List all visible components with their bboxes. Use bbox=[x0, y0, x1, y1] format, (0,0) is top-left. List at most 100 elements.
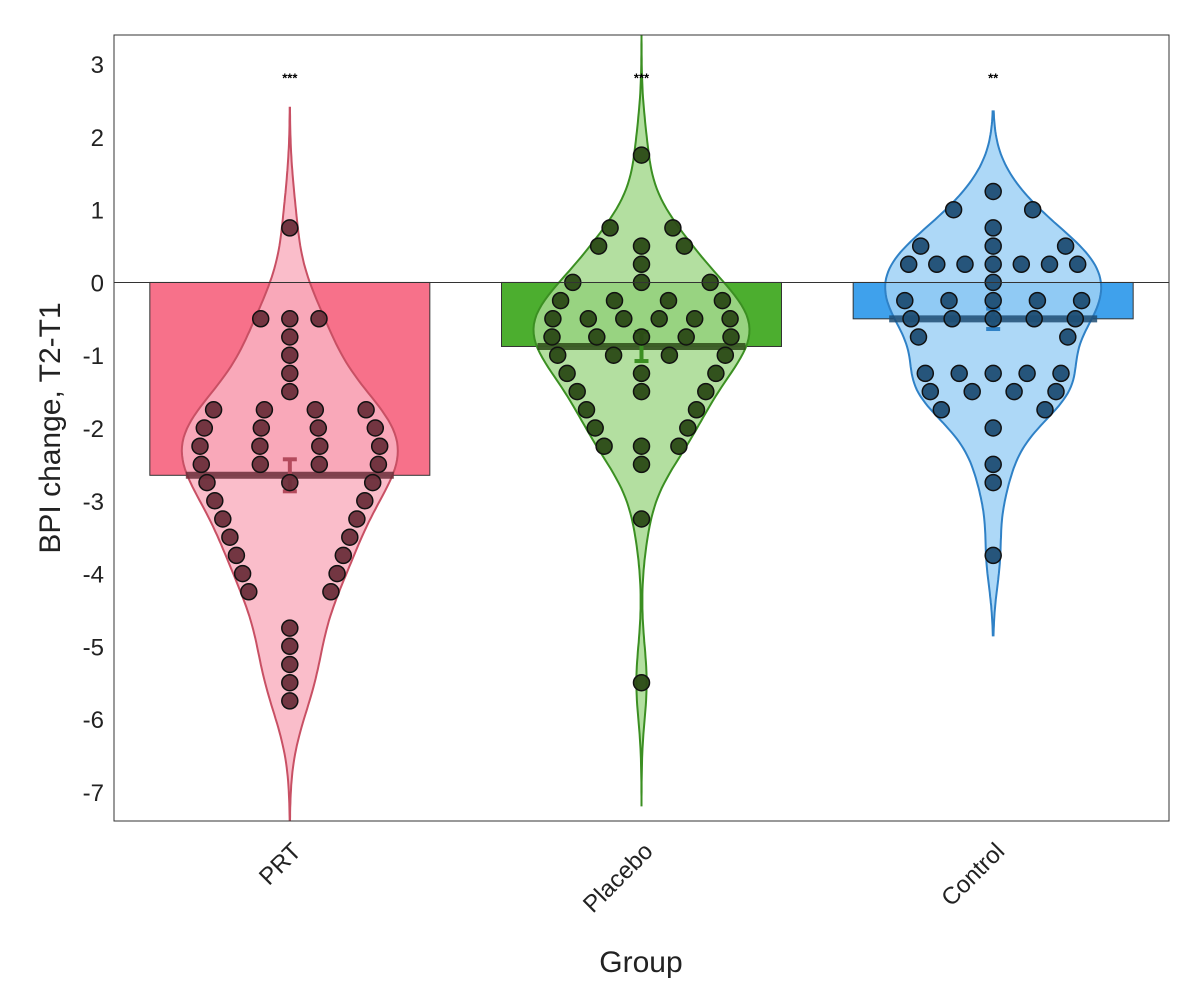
data-point bbox=[721, 310, 739, 328]
data-point bbox=[281, 364, 299, 383]
data-point bbox=[579, 310, 598, 328]
data-point bbox=[255, 401, 274, 419]
data-point bbox=[685, 310, 704, 328]
data-point bbox=[233, 564, 252, 583]
data-point bbox=[548, 346, 567, 364]
data-point bbox=[281, 382, 299, 401]
data-point bbox=[310, 455, 329, 474]
data-point bbox=[896, 291, 914, 310]
data-point bbox=[589, 237, 608, 255]
significance-label: *** bbox=[634, 71, 650, 86]
data-point bbox=[251, 310, 270, 328]
data-point bbox=[916, 364, 935, 383]
data-point bbox=[984, 255, 1002, 274]
data-point bbox=[191, 437, 209, 455]
y-tick-label: -6 bbox=[83, 707, 104, 734]
data-point bbox=[577, 401, 596, 419]
data-point bbox=[558, 364, 576, 383]
data-point bbox=[928, 255, 946, 274]
data-point bbox=[722, 328, 740, 346]
data-point bbox=[679, 419, 697, 437]
data-point bbox=[281, 655, 299, 674]
data-point bbox=[595, 437, 613, 455]
data-point bbox=[227, 546, 246, 565]
data-point bbox=[1052, 364, 1070, 383]
data-point bbox=[984, 473, 1002, 492]
data-point bbox=[932, 401, 951, 419]
data-point bbox=[707, 364, 725, 383]
data-point bbox=[1025, 310, 1043, 328]
data-point bbox=[252, 419, 271, 437]
data-point bbox=[944, 200, 963, 219]
data-point bbox=[1047, 382, 1065, 401]
data-point bbox=[984, 237, 1002, 255]
y-tick-label: 3 bbox=[91, 52, 104, 79]
data-point bbox=[1059, 328, 1077, 346]
data-point bbox=[911, 237, 930, 255]
x-axis-title: Group bbox=[599, 946, 682, 979]
data-point bbox=[632, 328, 651, 346]
data-point bbox=[716, 346, 735, 364]
data-point bbox=[632, 382, 651, 401]
data-point bbox=[984, 310, 1002, 328]
data-point bbox=[697, 382, 715, 401]
data-point bbox=[675, 237, 694, 255]
data-point bbox=[281, 673, 299, 692]
data-point bbox=[1023, 200, 1042, 219]
data-point bbox=[334, 546, 353, 565]
data-point bbox=[370, 437, 389, 455]
data-point bbox=[1056, 237, 1075, 255]
data-point bbox=[950, 364, 968, 383]
data-point bbox=[670, 437, 688, 455]
data-point bbox=[632, 146, 651, 164]
data-point bbox=[306, 401, 325, 419]
y-tick-label: -2 bbox=[83, 416, 104, 443]
data-point bbox=[943, 310, 961, 328]
data-point bbox=[1072, 291, 1091, 310]
data-point bbox=[551, 291, 570, 310]
data-point bbox=[984, 455, 1002, 474]
data-point bbox=[281, 637, 299, 656]
data-point bbox=[281, 310, 299, 328]
data-point bbox=[195, 419, 214, 437]
data-point bbox=[632, 673, 651, 692]
data-point bbox=[1068, 255, 1087, 274]
y-tick-label: 1 bbox=[91, 198, 104, 225]
data-point bbox=[251, 437, 269, 455]
plot-frame bbox=[113, 34, 1170, 822]
data-point bbox=[281, 219, 299, 237]
data-point bbox=[1040, 255, 1059, 274]
data-point bbox=[984, 546, 1002, 565]
data-point bbox=[604, 346, 623, 364]
data-point bbox=[309, 419, 328, 437]
data-point bbox=[921, 382, 940, 401]
data-point bbox=[601, 219, 619, 237]
y-tick-label: -7 bbox=[83, 780, 104, 807]
data-point bbox=[632, 437, 651, 455]
data-point bbox=[281, 346, 299, 364]
data-point bbox=[664, 219, 682, 237]
data-point bbox=[281, 619, 299, 637]
data-point bbox=[899, 255, 918, 274]
data-point bbox=[281, 692, 299, 710]
data-point bbox=[632, 255, 651, 274]
data-point bbox=[341, 528, 359, 546]
data-point bbox=[984, 291, 1002, 310]
data-point bbox=[328, 564, 346, 583]
y-tick-label: -3 bbox=[83, 489, 104, 516]
data-point bbox=[214, 510, 232, 528]
data-point bbox=[204, 401, 223, 419]
data-point bbox=[281, 473, 299, 492]
data-point bbox=[356, 492, 374, 510]
data-point bbox=[1066, 310, 1085, 328]
violin-placebo bbox=[532, 35, 751, 807]
data-point bbox=[605, 291, 624, 310]
data-point bbox=[956, 255, 974, 274]
y-tick-label: -5 bbox=[83, 634, 104, 661]
data-point bbox=[1018, 364, 1036, 383]
significance-label: *** bbox=[282, 71, 298, 86]
y-tick-label: -4 bbox=[83, 562, 104, 589]
significance-label: ** bbox=[988, 71, 999, 86]
